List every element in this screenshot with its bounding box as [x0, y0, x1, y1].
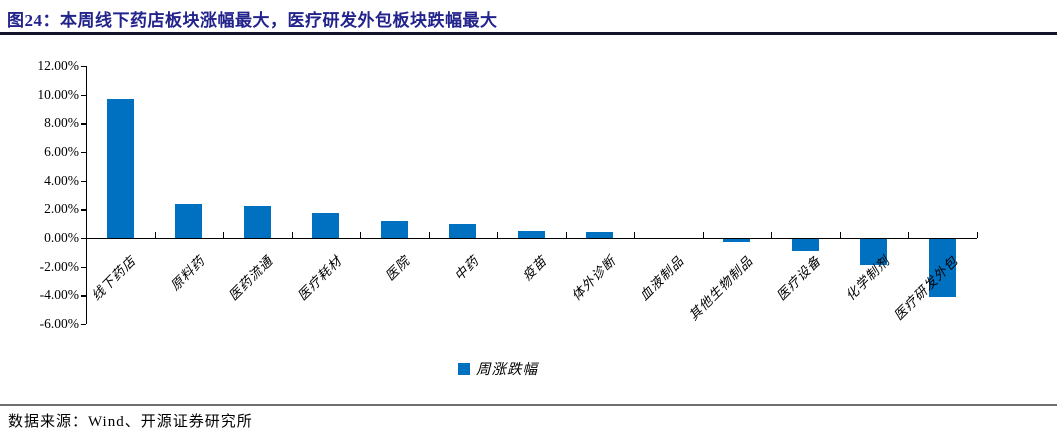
bar-医疗设备 [791, 239, 819, 251]
y-axis-tick [81, 123, 86, 125]
figure-title: 图24：本周线下药店板块涨幅最大，医疗研发外包板块跌幅最大 [7, 11, 498, 30]
y-axis-tick [81, 295, 86, 297]
bar-中药 [449, 224, 477, 238]
x-axis-tick [497, 231, 499, 238]
x-axis-tick [908, 231, 910, 238]
bar-体外诊断 [586, 231, 614, 238]
y-axis-tick [81, 323, 86, 326]
x-axis-tick [291, 231, 293, 238]
x-axis-tick [428, 231, 430, 238]
x-axis-line [86, 238, 977, 240]
y-axis-tick-label: -4.00% [39, 287, 79, 303]
data-source-note: 数据来源：Wind、开源证券研究所 [8, 414, 253, 430]
y-axis-tick-label: -6.00% [39, 315, 79, 331]
x-axis-tick [223, 231, 225, 238]
y-axis-line [86, 66, 88, 324]
y-axis-tick [81, 94, 86, 96]
y-axis-tick-label: 6.00% [44, 144, 79, 160]
y-axis-tick [81, 266, 86, 268]
bar-线下药店 [106, 98, 134, 238]
y-axis-tick [81, 180, 86, 182]
x-axis-tick [976, 231, 978, 238]
bar-原料药 [175, 203, 203, 238]
y-axis-tick [81, 66, 86, 68]
bar-化学制剂 [860, 239, 888, 266]
x-axis-tick [565, 231, 567, 238]
x-axis-tick [634, 231, 636, 238]
x-axis-tick [154, 231, 156, 238]
y-axis-tick [81, 209, 86, 211]
legend-label: 周涨跌幅 [476, 362, 538, 378]
y-axis-tick-label: 0.00% [44, 230, 79, 245]
bar-疫苗 [517, 230, 545, 238]
x-axis-tick [771, 231, 773, 238]
y-axis-tick-label: 12.00% [37, 58, 79, 74]
bar-医院 [380, 220, 408, 238]
legend-color-swatch [458, 362, 470, 375]
y-axis-tick-label: 10.00% [37, 86, 79, 102]
bottom-divider [0, 404, 1057, 406]
y-axis-tick-label: -2.00% [39, 258, 79, 274]
y-axis-tick-label: 8.00% [44, 115, 79, 131]
chart-legend: 周涨跌幅 [458, 358, 538, 379]
x-axis-tick [702, 231, 704, 238]
bar-其他生物制品 [723, 239, 751, 243]
y-axis-tick [81, 238, 86, 240]
bar-医疗耗材 [312, 212, 340, 238]
title-divider [0, 32, 1057, 35]
y-axis-tick [81, 152, 86, 154]
y-axis-tick-label: 4.00% [44, 172, 79, 188]
y-axis-tick-label: 2.00% [44, 201, 79, 217]
x-axis-tick [360, 231, 362, 238]
x-axis-tick [839, 231, 841, 238]
bar-医疗研发外包 [928, 239, 956, 297]
bar-医药流通 [243, 205, 271, 238]
